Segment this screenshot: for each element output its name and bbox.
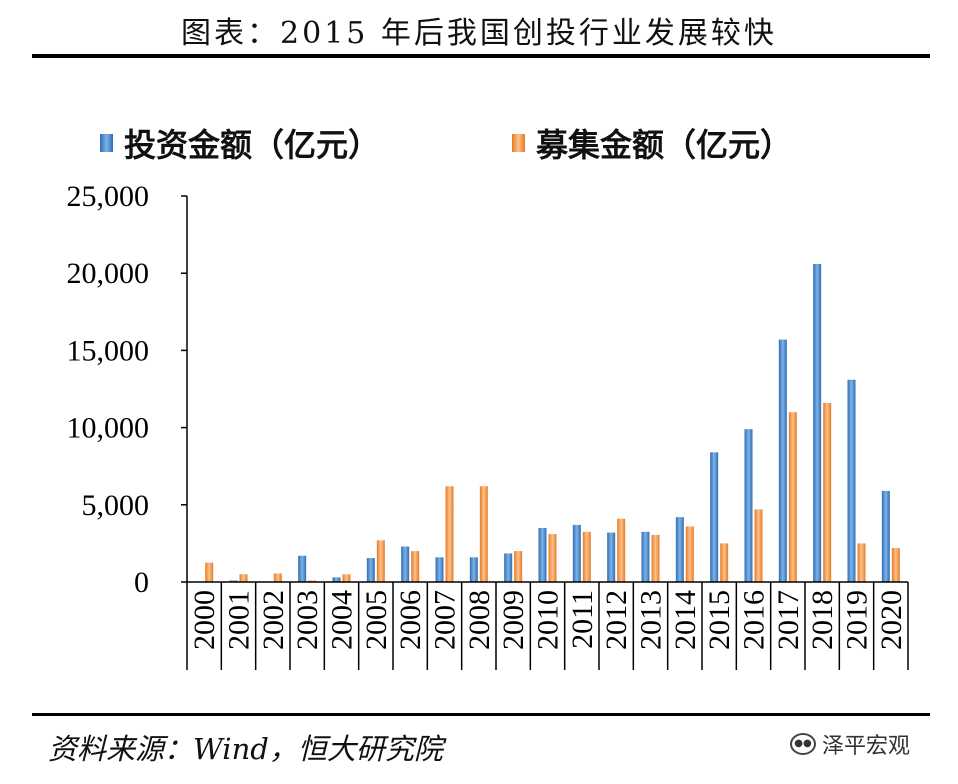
bar-fundraising-2005 <box>376 540 385 582</box>
x-tick-label: 2003 <box>291 590 324 650</box>
y-axis: 0 5,000 10,000 15,000 20,000 25,000 <box>67 180 188 599</box>
bar-fundraising-2003 <box>308 580 317 582</box>
figure-title: 图表：2015 年后我国创投行业发展较快 <box>181 16 777 51</box>
bars-group <box>205 263 900 582</box>
bar-investment-2001 <box>229 580 238 582</box>
source-note: 资料来源：Wind，恒大研究院 <box>48 732 443 766</box>
bar-fundraising-2000 <box>205 562 214 582</box>
y-tick-label: 0 <box>134 566 149 599</box>
bar-fundraising-2020 <box>891 548 900 582</box>
y-tick-label: 5,000 <box>82 489 150 522</box>
bar-fundraising-2015 <box>720 543 729 582</box>
x-axis: 2000 2001 2002 2003 2004 2005 2006 2007 2008 2009… <box>186 581 909 670</box>
x-tick-label: 2020 <box>875 590 908 650</box>
x-tick-label: 2015 <box>703 590 736 650</box>
x-tick-label: 2001 <box>223 590 256 650</box>
x-tick-label: 2019 <box>841 590 874 650</box>
legend-swatch-2 <box>512 134 525 152</box>
bar-fundraising-2016 <box>754 509 763 582</box>
x-tick-label: 2010 <box>532 590 565 650</box>
x-tick-label: 2002 <box>257 590 290 650</box>
x-tick-label: 2018 <box>806 590 839 650</box>
x-tick-label: 2005 <box>360 590 393 650</box>
x-tick-label: 2008 <box>463 590 496 650</box>
x-tick-label: 2016 <box>738 590 771 650</box>
bar-investment-2017 <box>778 339 787 582</box>
legend-label-1: 投资金额（亿元） <box>124 126 380 164</box>
bar-investment-2014 <box>675 517 684 582</box>
bar-investment-2005 <box>366 558 375 582</box>
bar-fundraising-2014 <box>685 526 694 582</box>
bar-fundraising-2017 <box>788 412 797 582</box>
bar-investment-2019 <box>847 379 856 582</box>
legend-label-2: 募集金额（亿元） <box>535 126 792 164</box>
bar-investment-2020 <box>881 490 890 582</box>
x-tick-label: 2006 <box>394 590 427 650</box>
bar-investment-2004 <box>332 577 341 582</box>
bar-fundraising-2009 <box>514 551 523 582</box>
bar-investment-2006 <box>401 546 410 582</box>
bar-fundraising-2007 <box>445 486 454 582</box>
bar-investment-2007 <box>435 557 444 582</box>
y-tick-label: 15,000 <box>67 334 150 367</box>
x-tick-label: 2009 <box>497 590 530 650</box>
bar-investment-2013 <box>641 531 650 582</box>
bar-fundraising-2018 <box>823 402 832 582</box>
bar-fundraising-2004 <box>342 574 351 582</box>
bar-fundraising-2002 <box>273 573 282 582</box>
watermark: ●● 泽平宏观 <box>790 728 910 760</box>
bar-fundraising-2010 <box>548 534 557 582</box>
y-tick-label: 20,000 <box>67 257 150 290</box>
bar-investment-2009 <box>504 553 513 582</box>
legend-swatch-1 <box>100 134 113 152</box>
bar-investment-2010 <box>538 527 547 582</box>
bar-investment-2018 <box>813 263 822 582</box>
chart-legend: 投资金额（亿元） 募集金额（亿元） <box>100 126 792 164</box>
bar-investment-2011 <box>572 524 581 582</box>
y-tick-label: 10,000 <box>67 412 150 445</box>
x-tick-label: 2014 <box>669 590 702 650</box>
x-tick-label: 2013 <box>635 590 668 650</box>
bar-fundraising-2011 <box>582 531 591 582</box>
x-tick-label: 2007 <box>429 590 462 650</box>
bar-fundraising-2008 <box>479 486 488 582</box>
bar-fundraising-2012 <box>617 518 626 582</box>
y-tick-label: 25,000 <box>67 180 150 213</box>
x-tick-label: 2011 <box>566 590 599 649</box>
wechat-icon: ●● <box>790 733 816 755</box>
bar-investment-2008 <box>469 557 478 582</box>
bottom-rule <box>32 713 930 716</box>
x-tick-label: 2000 <box>188 590 221 650</box>
bar-fundraising-2019 <box>857 543 866 582</box>
bar-investment-2016 <box>744 429 753 582</box>
bar-investment-2003 <box>298 555 307 582</box>
bar-investment-2012 <box>607 532 616 582</box>
x-tick-label: 2012 <box>600 590 633 650</box>
watermark-text: 泽平宏观 <box>822 734 911 759</box>
top-rule <box>32 54 930 58</box>
bar-chart: 投资金额（亿元） 募集金额（亿元） 0 5,000 10,000 15,000 20,00… <box>67 126 909 670</box>
x-tick-label: 2004 <box>326 590 359 650</box>
bar-fundraising-2001 <box>239 574 248 582</box>
x-tick-label: 2017 <box>772 590 805 650</box>
bar-fundraising-2006 <box>411 551 420 582</box>
bar-investment-2015 <box>710 452 719 582</box>
bar-fundraising-2013 <box>651 534 660 582</box>
